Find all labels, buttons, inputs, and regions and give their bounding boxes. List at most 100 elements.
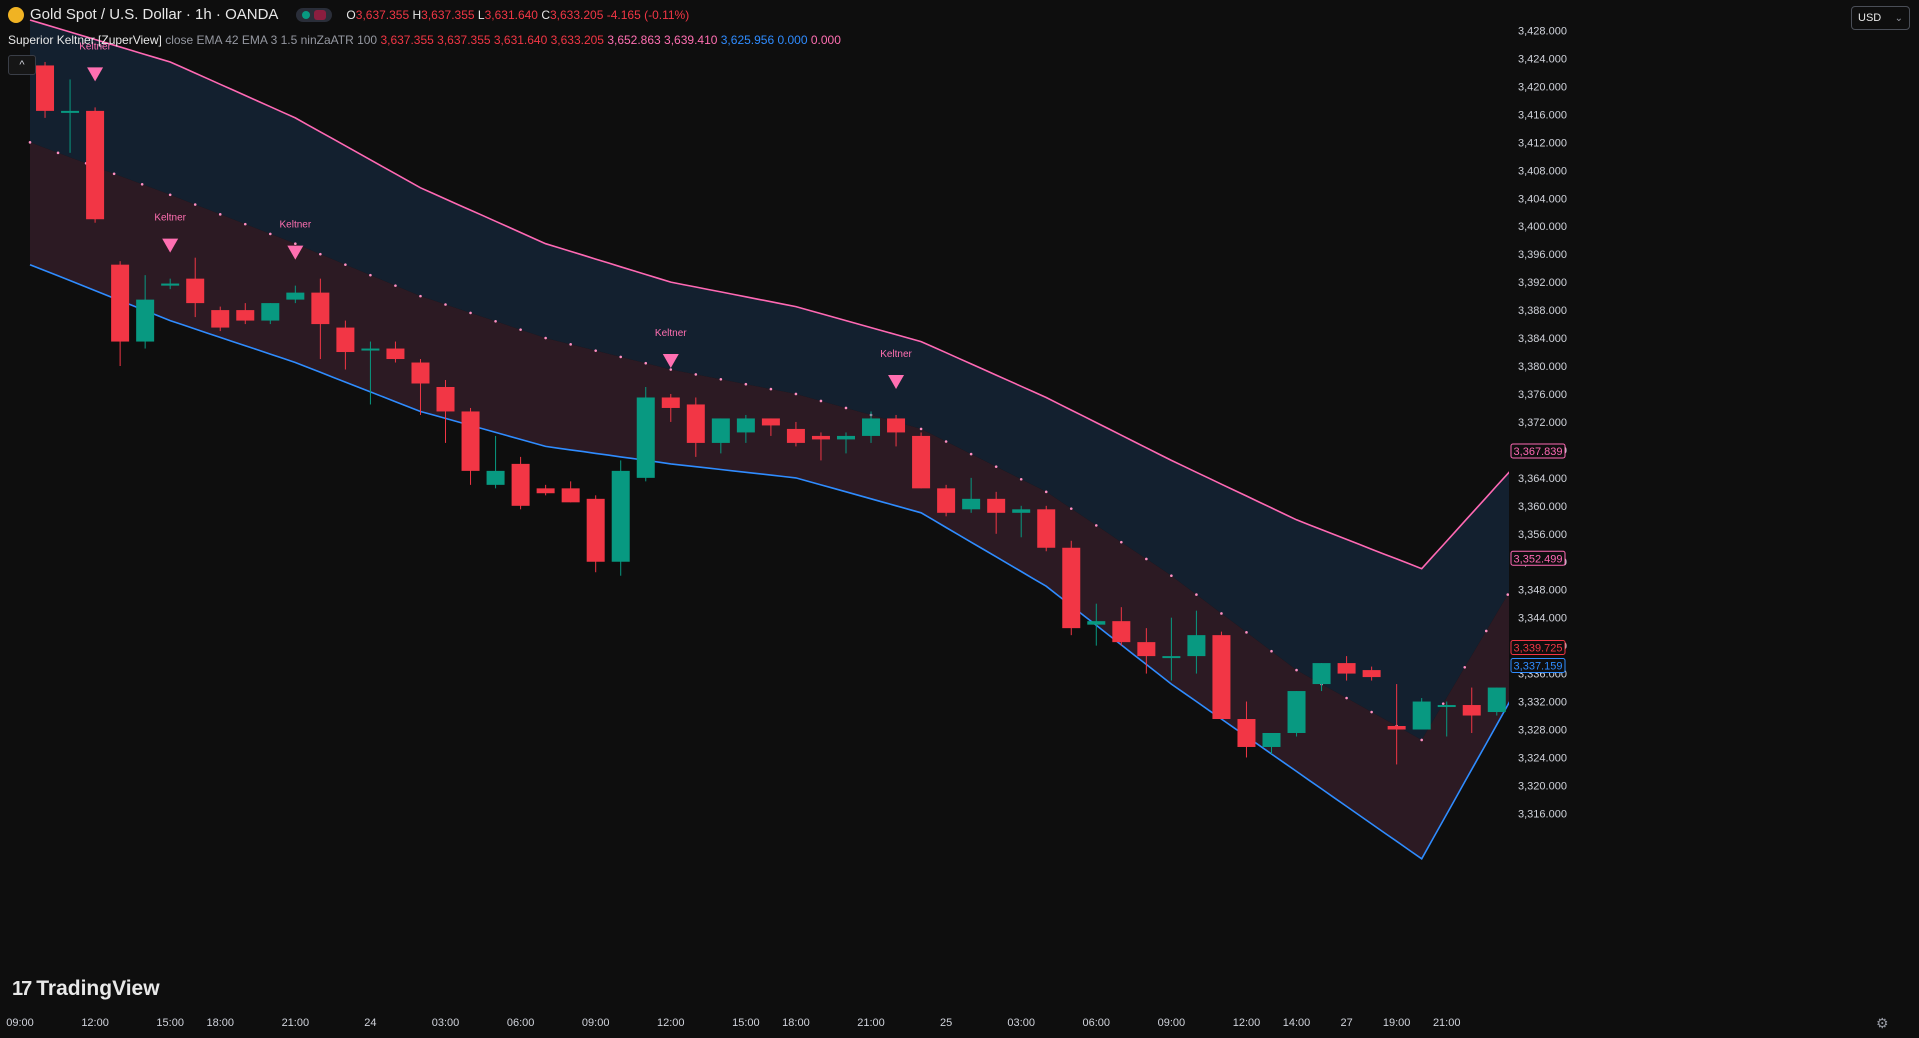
price-tick-label: 3,384.000 [1518, 333, 1567, 345]
tradingview-mark-icon: 17 [12, 977, 32, 1000]
indicator-name: Superior Keltner [ZuperView] [8, 33, 162, 47]
indicator-value-7: 0.000 [774, 33, 808, 47]
candle-body [161, 283, 180, 286]
candle-body [461, 411, 480, 471]
data-delay-icon [314, 9, 327, 20]
candle-body [261, 303, 280, 321]
time-tick-label: 19:00 [1383, 1017, 1411, 1029]
signal-triangle-icon [162, 238, 179, 253]
middle-line-dot [269, 232, 272, 236]
middle-line-dot [1484, 629, 1488, 633]
middle-line-dot [719, 378, 723, 381]
collapse-legend-button[interactable]: ^ [8, 55, 36, 75]
middle-line-dot [794, 392, 798, 396]
middle-line-dot [844, 406, 848, 410]
candle-body [786, 428, 805, 443]
price-tick-label: 3,320.000 [1518, 780, 1567, 792]
candle-body [1437, 705, 1456, 708]
price-label-text: 3,352.499 [1514, 553, 1563, 565]
candle-body [1337, 663, 1356, 674]
settings-icon[interactable]: ⚙ [1876, 1015, 1889, 1031]
middle-line-dot [1420, 738, 1423, 742]
price-tick-label: 3,344.000 [1518, 613, 1567, 625]
middle-line-dot [644, 361, 648, 365]
middle-line-dot [494, 319, 497, 323]
candle-body [736, 418, 755, 433]
tradingview-logo[interactable]: 17 TradingView [12, 977, 160, 1001]
price-label-box [1510, 443, 1566, 459]
candle-body [811, 435, 830, 440]
high-value: 3,637.355 [421, 7, 475, 22]
middle-line-dot [919, 427, 923, 431]
upper-band-line [29, 19, 1530, 570]
price-tick-label: 3,388.000 [1518, 305, 1567, 317]
candle-body [912, 435, 931, 489]
middle-line-dot [319, 252, 322, 256]
price-label-text: 3,367.839 [1514, 446, 1563, 458]
time-tick-label: 09:00 [582, 1017, 610, 1029]
time-tick-label: 21:00 [282, 1017, 310, 1029]
candle-body [611, 470, 630, 562]
candle-body [1487, 687, 1506, 713]
middle-line-dot [694, 373, 698, 376]
time-tick-label: 27 [1340, 1017, 1352, 1029]
middle-line-dot [1441, 702, 1445, 705]
price-tick-label: 3,428.000 [1518, 26, 1567, 38]
middle-line-dot [1295, 668, 1298, 672]
middle-line-dot [1094, 524, 1098, 527]
symbol-title[interactable]: Gold Spot / U.S. Dollar · 1h · OANDA [30, 6, 279, 23]
time-tick-label: 18:00 [782, 1017, 810, 1029]
candle-body [61, 110, 80, 113]
candle-body [236, 310, 255, 321]
candle-body [111, 264, 130, 342]
middle-line-dot [1145, 557, 1148, 561]
gold-coin-icon [8, 6, 24, 23]
price-tick-label: 3,372.000 [1518, 417, 1567, 429]
low-value: 3,631.640 [484, 7, 538, 22]
keltner-signals: Keltner Keltner Keltner Keltner Keltner [79, 41, 913, 389]
market-status-pill[interactable] [296, 7, 333, 22]
middle-line-dot [419, 294, 422, 298]
time-axis[interactable]: 09:00 12:00 15:00 18:00 21:00 24 03:00 06:00 09:… [6, 1017, 1460, 1029]
price-tick-label: 3,420.000 [1518, 81, 1567, 93]
indicator-value-1: 3,637.355 [433, 33, 491, 47]
price-tick-label: 3,356.000 [1518, 529, 1567, 541]
signal-label: Keltner [279, 220, 311, 231]
candle-body [386, 348, 405, 360]
chevron-up-icon: ^ [19, 59, 25, 71]
candle-body [962, 498, 981, 510]
signal-label: Keltner [79, 41, 111, 52]
chevron-down-icon: ⌄ [1894, 12, 1903, 24]
middle-line-dot [28, 141, 32, 144]
indicator-value-2: 3,631.640 [490, 33, 548, 47]
price-tick-label: 3,396.000 [1518, 249, 1567, 261]
price-label-box [1510, 550, 1566, 566]
candle-body [1362, 670, 1381, 678]
signal-triangle-icon [662, 353, 679, 368]
price-label-text: 3,339.725 [1514, 643, 1563, 655]
candle-body [411, 362, 430, 384]
time-tick-label: 18:00 [206, 1017, 234, 1029]
price-label-box [1510, 657, 1566, 673]
price-tick-label: 3,328.000 [1518, 725, 1567, 737]
candle-body [1087, 621, 1106, 625]
middle-line-dot [168, 193, 172, 197]
candle-body [561, 488, 580, 503]
time-tick-label: 25 [940, 1017, 952, 1029]
candle-body [1387, 726, 1406, 730]
lower-band-fill [30, 142, 1530, 859]
middle-line-dot [669, 368, 673, 371]
price-axis[interactable]: 3,316.000 3,320.000 3,324.000 3,328.000 3,33… [1509, 0, 1919, 1038]
price-tick-label: 3,376.000 [1518, 389, 1567, 401]
middle-line-dot [294, 242, 297, 245]
time-tick-label: 12:00 [1233, 1017, 1261, 1029]
middle-line-dot [544, 336, 547, 340]
currency-selector[interactable]: USD ⌄ [1851, 6, 1910, 30]
middle-line-dot [569, 343, 572, 346]
open-value: 3,637.355 [355, 7, 410, 22]
candle-body [336, 327, 355, 353]
time-tick-label: 12:00 [81, 1017, 109, 1029]
price-tick-label: 3,332.000 [1518, 697, 1567, 709]
indicator-legend[interactable]: Superior Keltner [ZuperView] close EMA 4… [8, 33, 841, 47]
